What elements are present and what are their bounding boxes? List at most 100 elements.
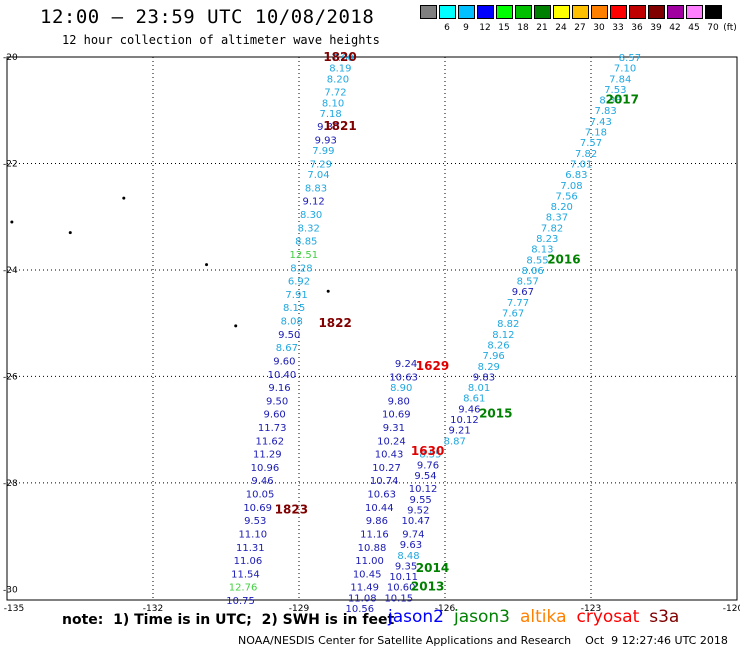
grid-lines — [7, 57, 737, 600]
legend-swatch — [686, 5, 703, 19]
wave-height-value: 7.82 — [575, 149, 597, 160]
wave-height-value: 9.60 — [273, 356, 295, 367]
legend-label: 12 — [479, 23, 491, 33]
wave-height-value: 7.82 — [541, 223, 563, 234]
wave-height-value: 11.49 — [350, 583, 379, 594]
wave-height-value: 10.60 — [387, 583, 416, 594]
wave-height-value: 10.27 — [372, 463, 401, 474]
wave-height-value: 9.31 — [383, 423, 405, 434]
time-label: 2017 — [606, 93, 639, 107]
map-subtitle: 12 hour collection of altimeter wave hei… — [62, 33, 380, 47]
wave-height-value: 8.55 — [526, 255, 548, 266]
map-frame — [6, 56, 738, 601]
legend-swatch — [420, 5, 437, 19]
wave-height-value: 10.96 — [251, 463, 280, 474]
wave-height-value: 8.85 — [295, 237, 317, 248]
wave-height-value: 7.77 — [507, 298, 529, 309]
lon-tick-label: -135 — [4, 604, 24, 614]
legend-label: 36 — [631, 23, 643, 33]
legend-label: 21 — [536, 23, 548, 33]
satellite-jason3: jason3 — [454, 607, 510, 627]
wave-height-value: 9.50 — [266, 396, 288, 407]
time-label: 2014 — [416, 561, 449, 575]
wave-height-value: 9.76 — [417, 460, 439, 471]
wave-height-value: 8.23 — [536, 234, 558, 245]
wave-height-value: 8.29 — [478, 362, 500, 373]
wave-height-value: 7.43 — [590, 117, 612, 128]
lat-tick-label: -20 — [3, 53, 18, 63]
legend-swatch — [439, 5, 456, 19]
legend-label: 9 — [463, 23, 469, 33]
wave-height-value: 8.90 — [390, 383, 412, 394]
wave-height-value: 10.88 — [358, 543, 387, 554]
wave-height-value: 8.01 — [468, 383, 490, 394]
legend-label: 30 — [593, 23, 605, 33]
lat-tick-label: -24 — [3, 266, 18, 276]
legend-swatch — [553, 5, 570, 19]
legend-label: 24 — [555, 23, 567, 33]
wave-height-value: 8.30 — [300, 210, 322, 221]
wave-height-value: 6.83 — [565, 170, 587, 181]
wave-height-value: 7.53 — [604, 85, 626, 96]
wave-height-value: 12.76 — [229, 583, 258, 594]
legend-label: 39 — [650, 23, 662, 33]
wave-height-value: 10.69 — [382, 410, 411, 421]
legend-label: 33 — [612, 23, 624, 33]
wave-height-value: 9.74 — [402, 529, 424, 540]
wave-height-value: 8.37 — [546, 213, 568, 224]
wave-height-value: 9.30 — [317, 122, 339, 133]
lat-tick-label: -22 — [3, 159, 18, 169]
wave-height-value: 9.60 — [264, 410, 286, 421]
satellite-cryosat: cryosat — [576, 607, 640, 627]
island-dot — [122, 196, 126, 200]
wave-height-value: 9.35 — [395, 561, 417, 572]
wave-height-value: 11.00 — [355, 556, 384, 567]
wave-height-value: 9.86 — [366, 516, 388, 527]
wave-height-value: 8.15 — [283, 303, 305, 314]
wave-height-value: 8.19 — [329, 64, 351, 75]
wave-height-value: 6.92 — [288, 277, 310, 288]
wave-height-value: 11.54 — [231, 569, 260, 580]
wave-height-value: 9.21 — [448, 426, 470, 437]
time-label: 1820 — [323, 50, 356, 64]
time-label: 2016 — [547, 252, 580, 266]
legend-swatch — [534, 5, 551, 19]
wave-height-value: 8.57 — [517, 277, 539, 288]
legend-label: 42 — [669, 23, 681, 33]
track-1820: 7.608.198.20 7.728.107.18 9.30 9.937.99 7.29… — [226, 53, 354, 607]
wave-height-value: 9.50 — [278, 330, 300, 341]
wave-height-value: 10.12 — [409, 484, 438, 495]
axis-ticks: -135 -132 -129 -126 -123 -120 -20 -22 -24 -26 -28 -… — [3, 53, 740, 614]
time-label: 1630 — [411, 444, 444, 458]
wave-height-value: 10.63 — [389, 372, 418, 383]
legend-swatch — [458, 5, 475, 19]
island-dot — [234, 324, 238, 328]
legend-swatch — [477, 5, 494, 19]
satellite-altika: altika — [520, 607, 567, 627]
wave-height-value: 8.13 — [531, 245, 553, 256]
wave-height-value: 11.62 — [255, 436, 284, 447]
wave-height-value: 10.74 — [370, 476, 399, 487]
time-label: 1629 — [416, 359, 449, 373]
wave-height-value: 9.83 — [473, 372, 495, 383]
wave-height-value: 8.08 — [281, 317, 303, 328]
wave-height-value: 11.06 — [234, 556, 263, 567]
wave-height-value: 9.12 — [302, 197, 324, 208]
wave-height-value: 8.83 — [305, 183, 327, 194]
time-label: 2015 — [479, 407, 512, 421]
note-text: note: 1) Time is in UTC; 2) SWH is in fe… — [62, 612, 395, 628]
wave-height-value: 7.01 — [570, 159, 592, 170]
wave-height-value: 7.10 — [614, 64, 636, 75]
wave-height-value: 10.24 — [377, 436, 406, 447]
wave-height-value: 7.29 — [310, 159, 332, 170]
wave-height-value: 10.63 — [367, 490, 396, 501]
wave-height-value: 11.10 — [238, 529, 267, 540]
wave-height-value: 7.04 — [307, 170, 329, 181]
legend-label: 6 — [444, 23, 450, 33]
legend-label: 45 — [688, 23, 700, 33]
wave-height-value: 7.57 — [580, 138, 602, 149]
wave-height-value: 8.55 — [419, 450, 441, 461]
wave-height-value: 11.31 — [236, 543, 265, 554]
wave-height-value: 8.57 — [619, 53, 641, 64]
